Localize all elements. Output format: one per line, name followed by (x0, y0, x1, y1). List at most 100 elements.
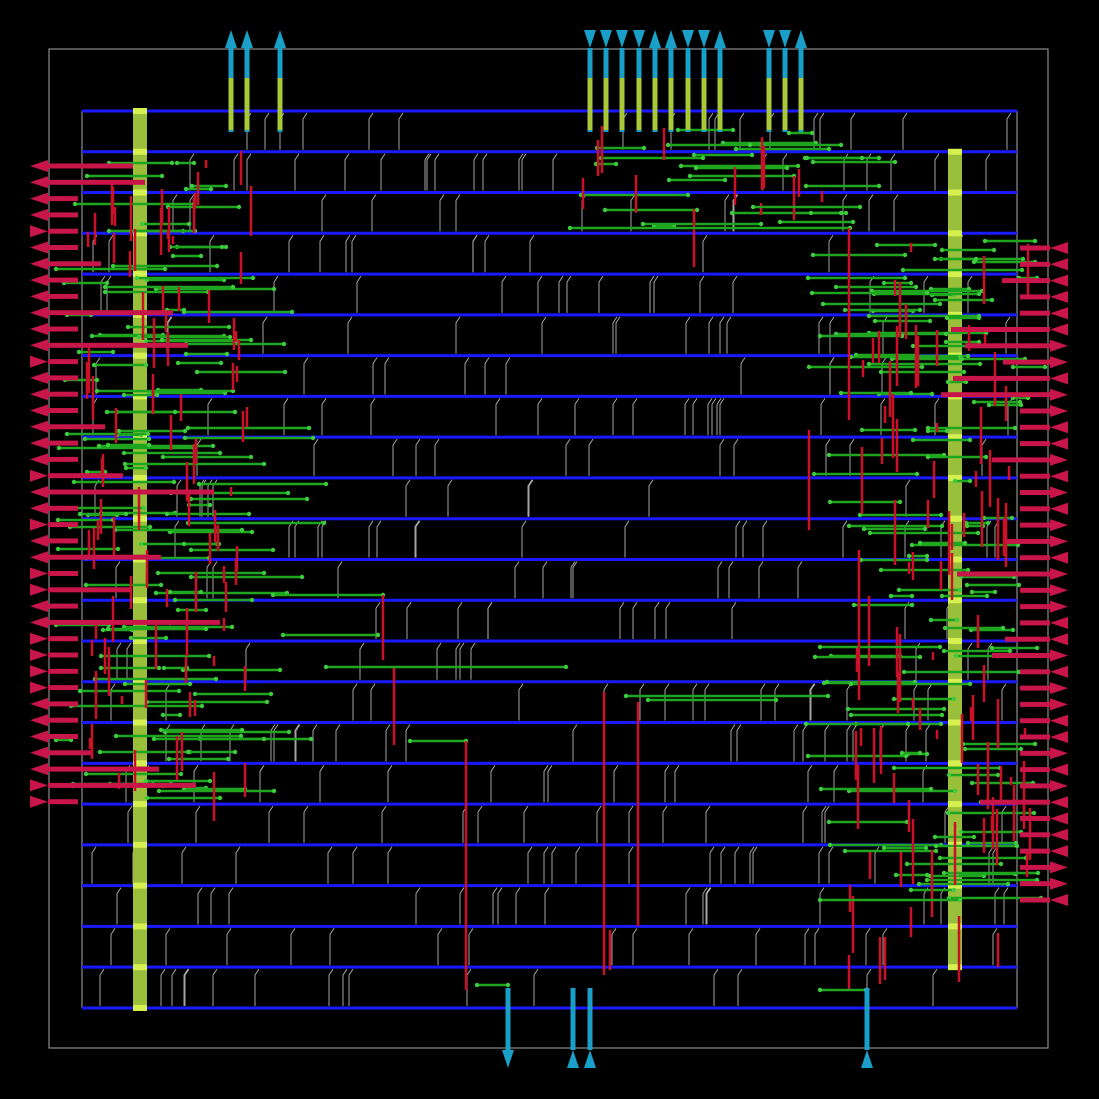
wire-end (939, 712, 945, 718)
wire-end (143, 362, 149, 368)
cell-edge (126, 642, 132, 680)
wire-end (867, 530, 873, 536)
cell-edge (99, 968, 105, 1006)
cell-edge (713, 968, 719, 1006)
wire-end (143, 465, 149, 471)
cell-edge (398, 112, 404, 150)
cell-edge (985, 153, 991, 191)
wire-end (903, 753, 909, 759)
wire-end (685, 192, 691, 198)
pin-body (1020, 701, 1050, 707)
pin-body (48, 212, 78, 218)
cell-edge (821, 805, 827, 843)
wire-end (163, 635, 169, 641)
wire-end (896, 587, 902, 593)
cell-edge (116, 642, 122, 680)
cell-edge (685, 887, 691, 925)
cell-edge (818, 316, 824, 354)
pin-arrow (1050, 258, 1068, 271)
wire-end (641, 145, 647, 151)
wire-end (249, 529, 255, 535)
wire-end (225, 756, 231, 762)
pin-body (951, 327, 1050, 332)
wire-end (891, 765, 897, 771)
wire-end (693, 165, 699, 171)
pin-body (48, 473, 123, 479)
wire-end (224, 351, 230, 357)
cell-edge (370, 398, 376, 436)
wire-end (102, 284, 108, 290)
pin-arrow (30, 371, 48, 384)
pin-arrow (1050, 828, 1068, 841)
wire-end (803, 183, 809, 189)
wire-end (777, 219, 783, 225)
wire-end (223, 183, 229, 189)
pin-arrow (1050, 649, 1068, 662)
wire-end (1012, 425, 1018, 431)
cell-edge (387, 846, 393, 884)
wire-end (991, 247, 997, 253)
wire-end (838, 210, 844, 216)
wire-end (909, 602, 915, 608)
pin-stub (782, 78, 788, 130)
pin-arrow (1050, 372, 1068, 385)
cell-edge (254, 968, 260, 1006)
cell-edge (529, 235, 535, 273)
wire-end (623, 693, 629, 699)
cell-edge (866, 153, 872, 191)
cell-edge (749, 846, 755, 884)
cell-edge (415, 438, 421, 476)
cell-edge (797, 561, 803, 599)
pin-arrow (30, 681, 48, 694)
wire-end (56, 445, 62, 451)
cell-edge (934, 398, 940, 436)
wire-end (965, 840, 971, 846)
wire-end (971, 399, 977, 405)
wire-end (174, 160, 180, 166)
cell-edge (731, 601, 737, 640)
wire-end (98, 653, 104, 659)
pin-body (1020, 783, 1050, 789)
wire-end (1009, 515, 1015, 521)
cell-edge (233, 153, 239, 191)
wire-end (665, 142, 671, 148)
via (948, 434, 962, 441)
wire-end (125, 324, 131, 330)
wire-end (203, 607, 209, 613)
wire-end (808, 210, 814, 216)
cell-edge (730, 724, 736, 762)
cell-edge (653, 275, 659, 313)
wire-end (1005, 881, 1011, 887)
wire-end (186, 221, 192, 227)
cell-edge (181, 846, 187, 884)
cell-edge (384, 357, 390, 395)
wire-end (976, 339, 982, 345)
cell-edge (505, 357, 511, 395)
wire-end (747, 142, 753, 148)
cell-edge (923, 275, 929, 313)
pin-arrow (30, 453, 48, 466)
cell-edge (1006, 112, 1012, 150)
cell-edge (527, 846, 533, 884)
pin-arrow (30, 763, 48, 776)
pin-body (1020, 473, 1050, 479)
pin-body (48, 293, 78, 299)
wire-end (285, 490, 291, 496)
pin-stub (766, 78, 772, 130)
cell-edge (347, 316, 353, 354)
wire-end (156, 788, 162, 794)
cell-edge (527, 479, 533, 517)
via (948, 271, 962, 278)
wire-end (909, 542, 915, 548)
wire-end (207, 778, 213, 784)
via (133, 964, 147, 971)
pin-stub (244, 78, 250, 130)
cell-edge (387, 765, 393, 803)
cell-edge (160, 968, 166, 1006)
pin-arrow (30, 176, 48, 189)
wire-end (55, 546, 61, 552)
wire-end (232, 409, 238, 415)
cell-edge (246, 153, 252, 191)
cell-edge (994, 887, 1000, 925)
wire-end (156, 665, 162, 671)
